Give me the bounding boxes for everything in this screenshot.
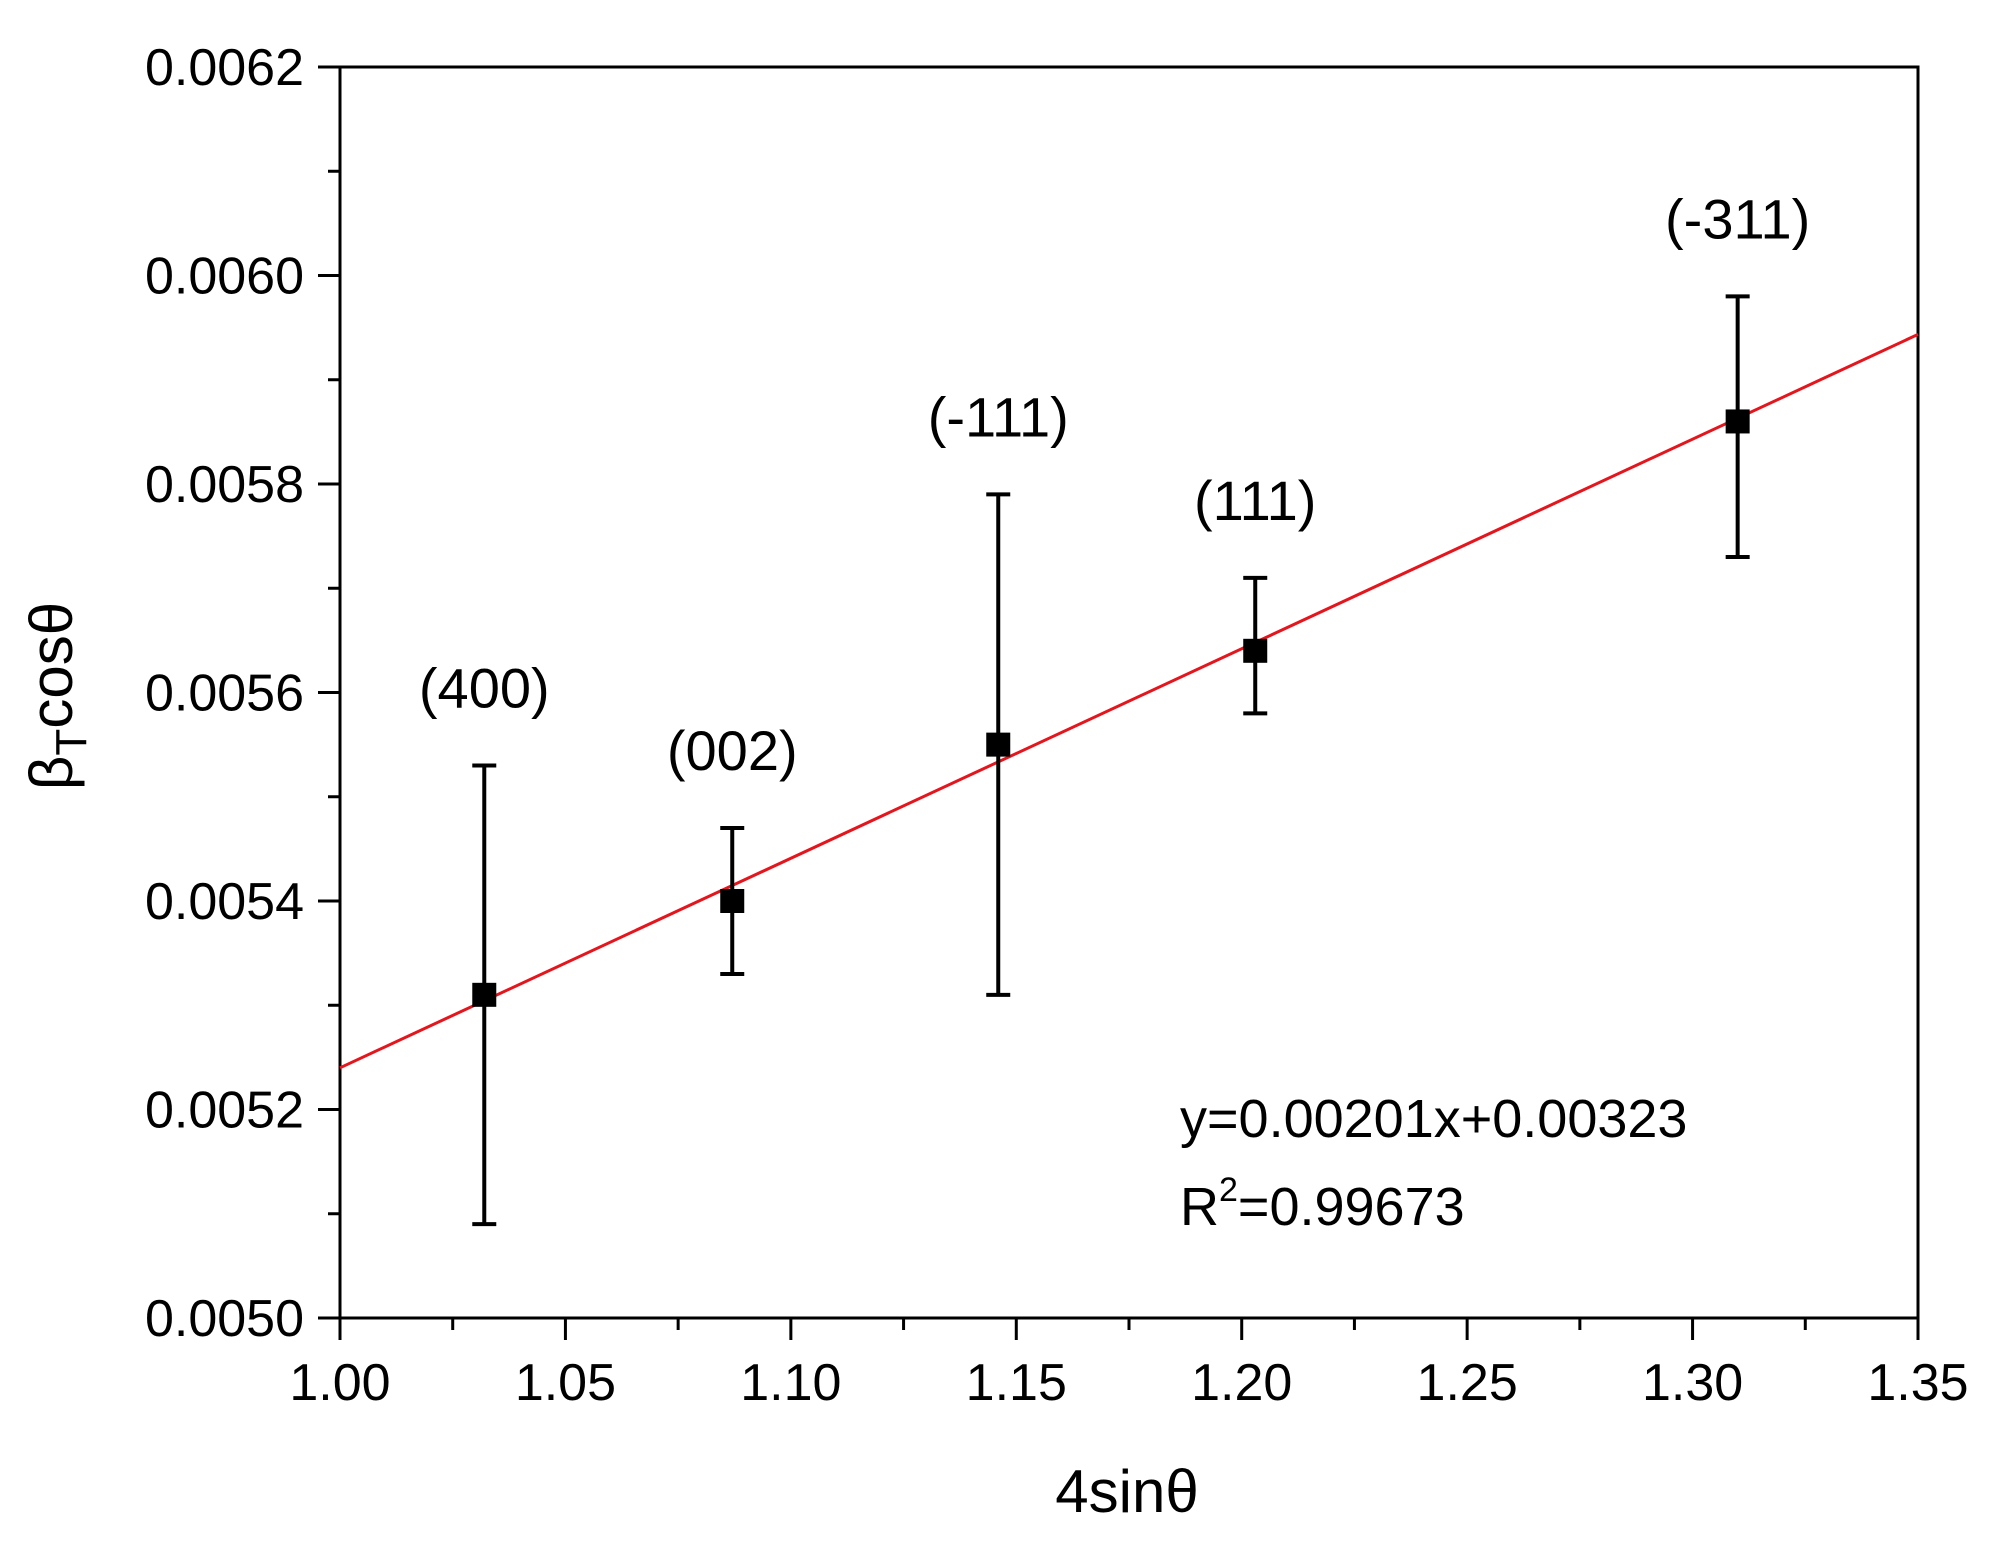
y-tick-label: 0.0056 xyxy=(145,665,304,723)
y-tick-label: 0.0062 xyxy=(145,39,304,97)
data-point xyxy=(1725,409,1750,434)
data-points-layer xyxy=(472,294,1750,1227)
x-tick-label: 1.30 xyxy=(1642,1354,1743,1412)
point-label: (-111) xyxy=(928,385,1069,448)
point-labels-layer: (400) (002) (-111) (111) (-311) xyxy=(419,187,1810,782)
data-point xyxy=(986,732,1011,757)
point-label: (111) xyxy=(1194,469,1316,532)
data-point xyxy=(720,889,745,913)
y-tick-label: 0.0052 xyxy=(145,1082,304,1140)
fit-line xyxy=(339,333,1919,1070)
x-tick-label: 1.20 xyxy=(1191,1354,1292,1412)
r2-superscript: 2 xyxy=(1219,1171,1238,1209)
x-tick-label: 1.00 xyxy=(289,1354,390,1412)
fit-line-layer xyxy=(339,333,1919,1070)
r2-prefix: R xyxy=(1180,1177,1219,1237)
y-axis: 0.0050 0.0052 0.0054 0.0056 0.0058 0.0060 0.00… xyxy=(145,39,340,1348)
x-tick-label: 1.15 xyxy=(966,1354,1067,1412)
y-axis-title-rest: cosθ xyxy=(18,602,85,729)
fit-equation: y=0.00201x+0.00323 xyxy=(1180,1089,1687,1149)
x-tick-label: 1.35 xyxy=(1867,1354,1968,1412)
y-axis-title-main: β xyxy=(18,756,85,791)
r2-value: =0.99673 xyxy=(1238,1177,1465,1237)
y-axis-title: βTcosθ xyxy=(18,602,96,790)
y-tick-label: 0.0060 xyxy=(145,248,304,306)
data-point xyxy=(472,982,497,1007)
x-tick-label: 1.25 xyxy=(1417,1354,1518,1412)
y-tick-label: 0.0058 xyxy=(145,456,304,514)
x-tick-label: 1.10 xyxy=(740,1354,841,1412)
y-axis-title-subscript: T xyxy=(47,729,96,756)
point-label: (400) xyxy=(419,656,550,719)
y-tick-label: 0.0050 xyxy=(145,1290,304,1348)
point-label: (-311) xyxy=(1665,187,1810,250)
data-point xyxy=(1243,638,1268,663)
y-tick-label: 0.0054 xyxy=(145,873,304,931)
x-axis: 1.00 1.05 1.10 1.15 1.20 1.25 1.30 1.35 xyxy=(289,1318,1969,1412)
x-axis-title: 4sinθ xyxy=(1055,1458,1198,1525)
point-label: (002) xyxy=(667,719,798,782)
x-tick-label: 1.05 xyxy=(515,1354,616,1412)
fit-r-squared: R2=0.99673 xyxy=(1180,1171,1465,1237)
